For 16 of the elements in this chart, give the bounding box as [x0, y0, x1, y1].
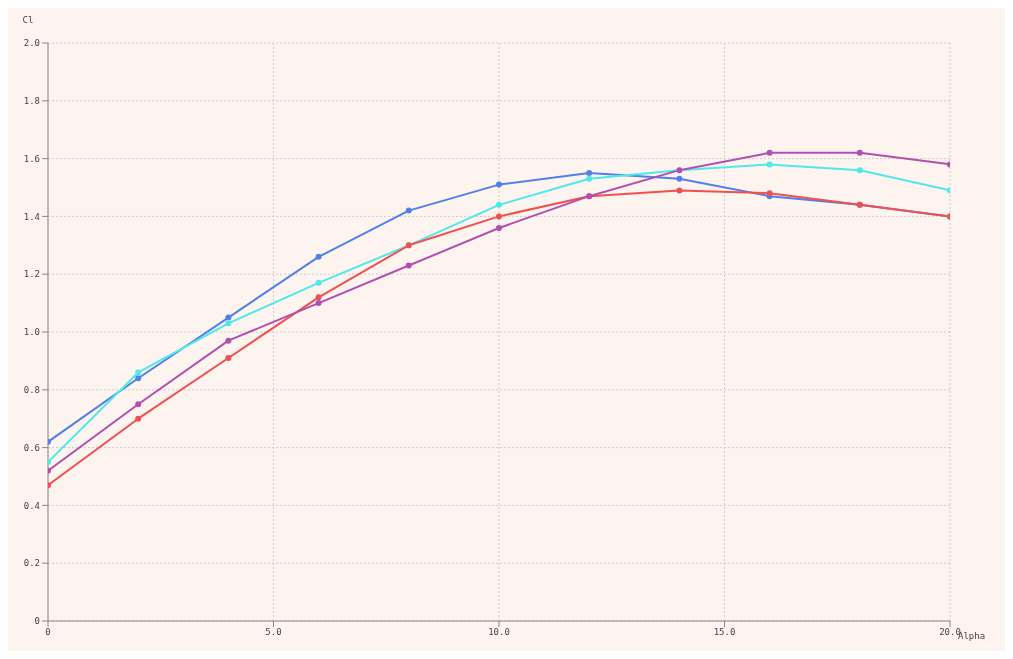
y-tick-label: 1.4 — [23, 211, 40, 222]
y-tick-label: 1.6 — [23, 153, 40, 164]
x-tick-label: 15.0 — [713, 627, 736, 638]
y-tick-label: 0.8 — [23, 384, 40, 395]
x-tick-label: 10.0 — [488, 627, 510, 638]
x-tick-label: 5.0 — [265, 627, 282, 638]
y-tick-label: 1.2 — [23, 269, 40, 280]
y-tick-label: 2.0 — [23, 38, 40, 49]
y-tick-label: 0.2 — [23, 558, 40, 569]
x-tick-label: 0 — [45, 627, 51, 638]
y-tick-label: 1.8 — [23, 96, 40, 106]
y-tick-label: 1.0 — [23, 327, 40, 338]
y-axis-title: Cl — [22, 15, 34, 25]
y-tick-label: 0 — [34, 616, 40, 627]
y-tick-label: 0.6 — [23, 442, 40, 453]
y-tick-label: 0.4 — [23, 500, 40, 511]
